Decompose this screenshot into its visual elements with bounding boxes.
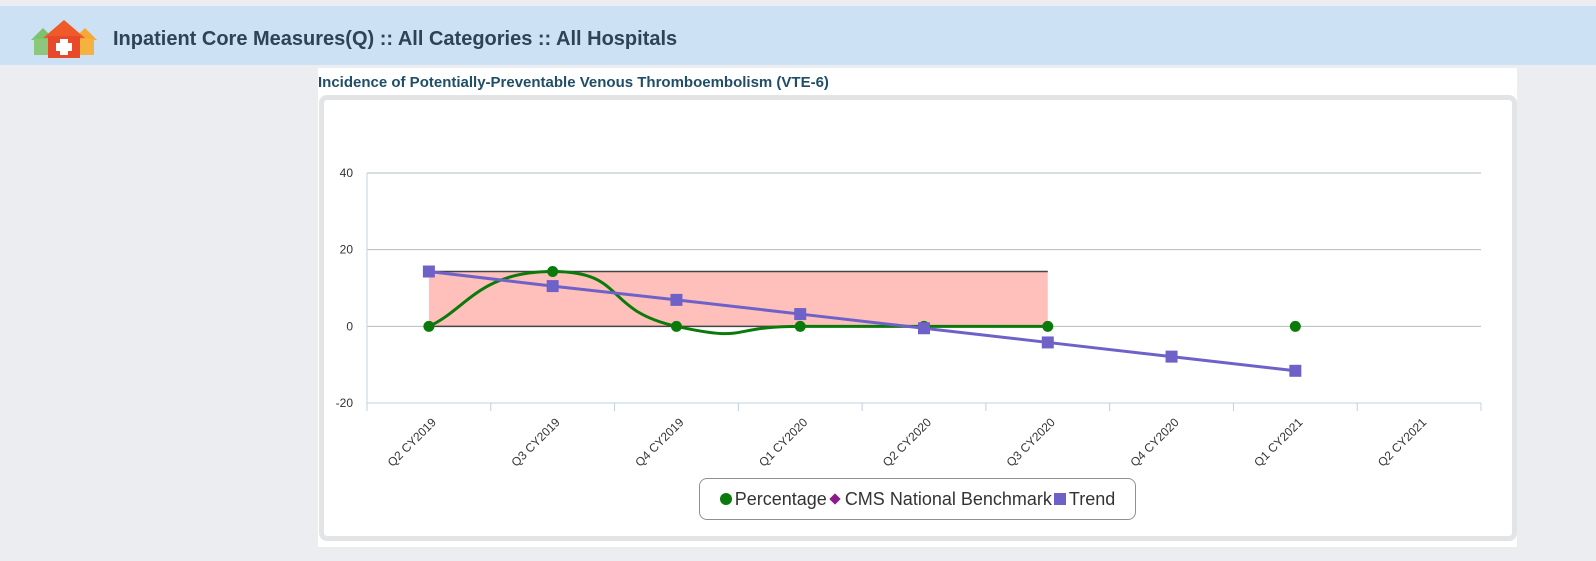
x-tick-label: Q4 CY2020: [1127, 415, 1181, 469]
x-tick-label: Q3 CY2019: [509, 415, 563, 469]
y-tick-label: -20: [336, 396, 354, 410]
data-point: [1042, 320, 1054, 332]
y-tick-label: 40: [340, 166, 354, 180]
data-point: [918, 322, 930, 335]
data-point: [794, 320, 806, 332]
data-point: [547, 266, 559, 278]
x-tick-label: Q2 CY2020: [880, 415, 934, 469]
hospital-buildings-icon: [31, 20, 97, 58]
chart-title: Incidence of Potentially-Preventable Ven…: [318, 74, 829, 91]
legend-item[interactable]: CMS National Benchmark: [829, 489, 1052, 510]
x-tick-label: Q3 CY2020: [1004, 415, 1058, 469]
data-point: [794, 308, 807, 321]
x-tick-label: Q2 CY2021: [1375, 415, 1429, 469]
x-tick-label: Q4 CY2019: [632, 415, 686, 469]
benchmark-band: [428, 271, 1048, 327]
y-tick-label: 20: [340, 243, 354, 257]
legend-item[interactable]: Trend: [1053, 488, 1116, 510]
chart-panel: Incidence of Potentially-Preventable Ven…: [318, 68, 1517, 547]
y-tick-label: 0: [346, 319, 353, 333]
data-point: [423, 320, 435, 332]
diamond-marker-icon: [829, 493, 841, 505]
square-marker-icon: [1053, 493, 1066, 505]
data-point: [546, 280, 559, 293]
data-point: [1165, 350, 1178, 363]
page-title: Inpatient Core Measures(Q) :: All Catego…: [113, 28, 678, 50]
series-line-trend: [428, 270, 1296, 373]
chart-frame: -20 0 20 40 Q2 CY2019 Q3 CY2019 Q4 CY2019 Q1 CY…: [319, 95, 1517, 541]
data-point: [422, 265, 435, 278]
x-tick-label: Q2 CY2019: [385, 415, 439, 469]
data-point: [1289, 320, 1301, 332]
legend-label: Trend: [1068, 488, 1116, 509]
data-point: [1289, 364, 1302, 377]
x-tick-label: Q1 CY2021: [1251, 415, 1305, 469]
chart-legend: Percentage CMS National Benchmark Trend: [699, 478, 1136, 520]
chart-svg: -20 0 20 40 Q2 CY2019 Q3 CY2019 Q4 CY2019 Q1 CY…: [336, 166, 1482, 469]
circle-marker-icon: [719, 493, 732, 505]
x-tick-label: Q1 CY2020: [756, 415, 810, 469]
legend-label: Percentage: [734, 488, 827, 509]
data-point: [670, 320, 682, 332]
page-header: Inpatient Core Measures(Q) :: All Catego…: [0, 6, 1596, 65]
legend-item[interactable]: Percentage: [719, 488, 827, 510]
legend-label: CMS National Benchmark: [844, 488, 1052, 509]
data-point: [1041, 336, 1054, 349]
data-point: [670, 293, 683, 306]
